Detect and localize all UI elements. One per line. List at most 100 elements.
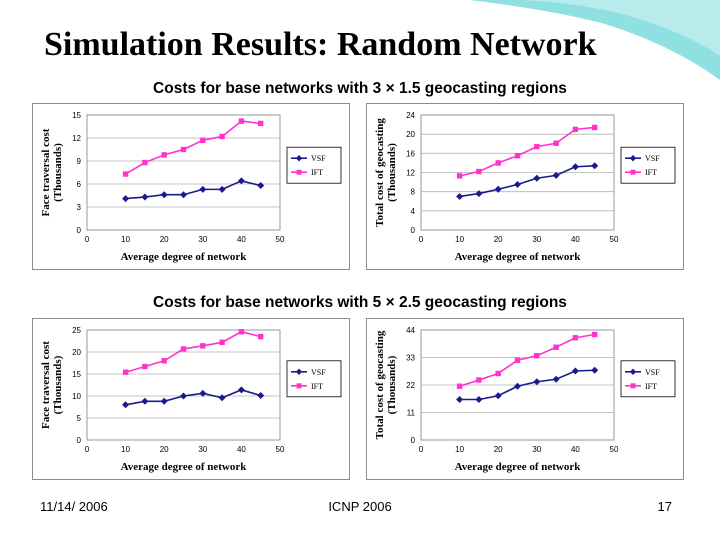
chart-bottom-left: 0 5 10 15 20 25 0 10 20 30 40 50 Average degree of n…: [32, 318, 350, 480]
data-point-ift: [456, 383, 463, 389]
data-point-vsf: [141, 397, 149, 405]
footer-page-number: 17: [657, 499, 672, 514]
data-point-vsf: [141, 193, 149, 201]
y-tick-label: 15: [72, 111, 81, 120]
data-point-vsf: [199, 389, 207, 397]
legend-marker-vsf: [295, 155, 303, 162]
data-point-ift: [238, 118, 245, 124]
y-tick-label: 10: [72, 392, 81, 401]
y-tick-label: 11: [407, 409, 416, 418]
legend-marker-vsf: [629, 155, 637, 162]
data-point-ift: [219, 133, 225, 140]
legend-label-vsf: VSF: [311, 368, 326, 377]
data-point-vsf: [218, 394, 226, 402]
y-tick-label: 12: [72, 134, 81, 143]
legend-box: [286, 360, 342, 398]
data-point-ift: [258, 333, 264, 340]
data-point-ift: [514, 153, 521, 159]
legend-label-ift: IFT: [311, 168, 323, 177]
data-point-ift: [180, 146, 187, 153]
data-point-vsf: [591, 162, 599, 170]
x-axis-title: Average degree of network: [455, 461, 582, 473]
data-point-vsf: [199, 185, 207, 193]
data-point-ift: [142, 159, 148, 166]
legend-label-vsf: VSF: [311, 154, 326, 163]
footer-conference: ICNP 2006: [328, 499, 392, 514]
subtitle-top: Costs for base networks with 3 × 1.5 geo…: [153, 80, 567, 97]
data-point-vsf: [533, 174, 541, 182]
data-point-vsf: [237, 386, 245, 394]
data-point-ift: [476, 168, 482, 175]
y-axis-title: Total cost of geocasting(Thousands): [374, 118, 398, 227]
x-tick-label: 30: [198, 445, 207, 454]
x-tick-label: 30: [532, 235, 541, 244]
x-tick-label: 20: [160, 445, 169, 454]
x-tick-label: 10: [455, 235, 464, 244]
chart-top-left: 0 3 6 9 12 15 0 10 20 30 40 50 Average degree of net…: [32, 103, 350, 270]
x-tick-label: 30: [532, 445, 541, 454]
y-tick-label: 24: [406, 111, 415, 120]
x-tick-label: 20: [160, 235, 169, 244]
slide-title: Simulation Results: Random Network: [44, 26, 597, 63]
data-point-vsf: [257, 392, 265, 400]
legend-label-ift: IFT: [645, 168, 657, 177]
data-point-vsf: [456, 192, 464, 200]
data-point-ift: [534, 353, 540, 359]
series-line-vsf: [125, 180, 261, 200]
series-line-ift: [459, 333, 595, 388]
data-point-ift: [456, 173, 463, 179]
x-tick-label: 0: [419, 235, 424, 244]
y-tick-label: 15: [72, 370, 81, 379]
data-point-vsf: [456, 396, 464, 403]
data-point-vsf: [257, 182, 265, 190]
data-point-vsf: [571, 367, 579, 375]
legend-label-ift: IFT: [645, 382, 657, 391]
series-line-ift: [125, 330, 261, 374]
legend-label-vsf: VSF: [645, 368, 660, 377]
x-tick-label: 20: [494, 445, 503, 454]
x-axis-title: Average degree of network: [121, 461, 248, 473]
x-tick-label: 50: [610, 445, 619, 454]
footer-date: 11/14/ 2006: [40, 499, 108, 514]
x-tick-label: 50: [276, 235, 285, 244]
series-line-vsf: [459, 164, 595, 198]
y-tick-label: 9: [77, 157, 82, 166]
legend-marker-ift: [296, 383, 302, 389]
data-point-ift: [122, 369, 129, 375]
legend-box: [620, 146, 676, 184]
y-tick-label: 6: [77, 180, 82, 189]
y-tick-label: 0: [411, 436, 416, 445]
y-tick-label: 8: [411, 188, 416, 197]
data-point-ift: [142, 363, 148, 370]
x-tick-label: 20: [494, 235, 503, 244]
x-tick-label: 40: [237, 235, 246, 244]
data-point-vsf: [514, 382, 521, 390]
legend-marker-ift: [630, 169, 636, 175]
data-point-ift: [161, 358, 167, 364]
y-axis-title: Total cost of geocasting(Thousands): [374, 330, 398, 439]
x-tick-label: 40: [571, 235, 580, 244]
data-point-vsf: [514, 180, 521, 188]
data-point-ift: [238, 329, 245, 335]
data-point-vsf: [218, 185, 226, 193]
data-point-vsf: [552, 375, 560, 383]
subtitle-bottom: Costs for base networks with 5 × 2.5 geo…: [153, 294, 567, 311]
data-point-vsf: [180, 191, 187, 199]
data-point-vsf: [552, 171, 560, 179]
legend-box: [620, 360, 676, 398]
data-point-ift: [592, 124, 598, 131]
data-point-vsf: [475, 396, 483, 403]
data-point-ift: [180, 346, 187, 352]
x-tick-label: 0: [85, 235, 90, 244]
data-point-vsf: [160, 397, 168, 405]
legend-marker-ift: [630, 383, 636, 389]
x-axis-title: Average degree of network: [455, 251, 582, 263]
legend-marker-ift: [296, 169, 302, 175]
x-tick-label: 10: [121, 235, 130, 244]
series-line-vsf: [459, 369, 595, 401]
x-tick-label: 40: [237, 445, 246, 454]
chart-top-right: 0 4 8 12 16 20 24 0 10 20 30 40 50 Average degree of …: [366, 103, 684, 270]
data-point-vsf: [591, 366, 599, 374]
y-tick-label: 4: [411, 207, 416, 216]
data-point-ift: [592, 331, 598, 338]
